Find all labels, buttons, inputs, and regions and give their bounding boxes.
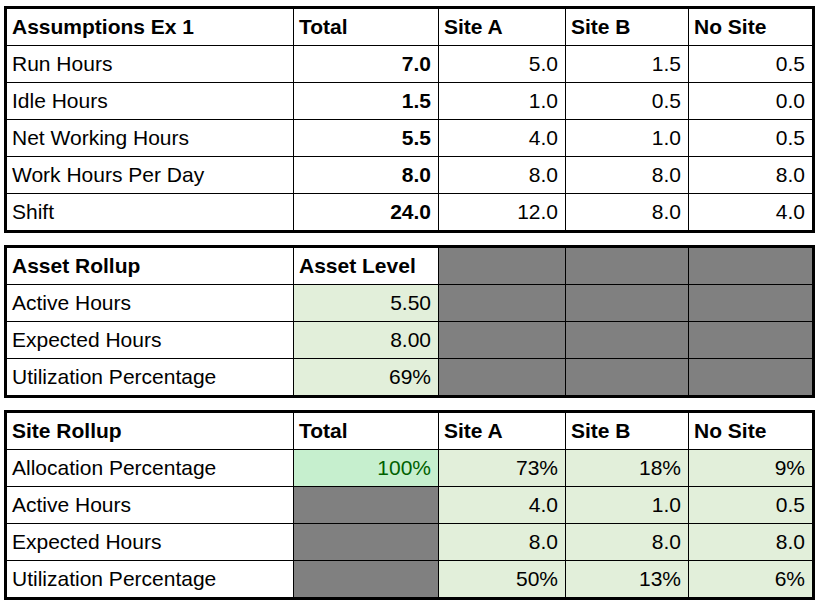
blocked-gray-cell[interactable] <box>439 322 566 359</box>
allocation-percentage-no-site-cell[interactable]: 9% <box>689 450 814 487</box>
blocked-gray-cell[interactable] <box>294 561 439 599</box>
assumptions-header-row: Assumptions Ex 1 Total Site A Site B No … <box>6 8 814 46</box>
work-hours-per-day-no-site-cell[interactable]: 8.0 <box>689 157 814 194</box>
work-hours-per-day-site-a-cell[interactable]: 8.0 <box>439 157 566 194</box>
site-utilization-no-site-cell[interactable]: 6% <box>689 561 814 599</box>
asset-utilization-value-cell[interactable]: 69% <box>294 359 439 397</box>
blocked-gray-cell[interactable] <box>439 247 566 285</box>
asset-expected-hours-row: Expected Hours 8.00 <box>6 322 814 359</box>
site-expected-hours-label-cell[interactable]: Expected Hours <box>6 524 294 561</box>
work-hours-per-day-label-cell[interactable]: Work Hours Per Day <box>6 157 294 194</box>
blocked-gray-cell[interactable] <box>689 285 814 322</box>
site-expected-hours-site-a-cell[interactable]: 8.0 <box>439 524 566 561</box>
blocked-gray-cell[interactable] <box>439 285 566 322</box>
site-active-hours-site-a-cell[interactable]: 4.0 <box>439 487 566 524</box>
site-expected-hours-row: Expected Hours 8.0 8.0 8.0 <box>6 524 814 561</box>
asset-active-hours-value-cell[interactable]: 5.50 <box>294 285 439 322</box>
site-rollup-header-site-a[interactable]: Site A <box>439 412 566 450</box>
assumptions-header-no-site[interactable]: No Site <box>689 8 814 46</box>
blocked-gray-cell[interactable] <box>566 285 689 322</box>
run-hours-total-cell[interactable]: 7.0 <box>294 46 439 83</box>
asset-rollup-table: Asset Rollup Asset Level Active Hours 5.… <box>4 245 815 398</box>
assumptions-header-total[interactable]: Total <box>294 8 439 46</box>
asset-utilization-row: Utilization Percentage 69% <box>6 359 814 397</box>
spreadsheet-area: Assumptions Ex 1 Total Site A Site B No … <box>0 0 812 600</box>
allocation-percentage-site-a-cell[interactable]: 73% <box>439 450 566 487</box>
idle-hours-total-cell[interactable]: 1.5 <box>294 83 439 120</box>
shift-site-a-cell[interactable]: 12.0 <box>439 194 566 232</box>
site-utilization-row: Utilization Percentage 50% 13% 6% <box>6 561 814 599</box>
blocked-gray-cell[interactable] <box>689 247 814 285</box>
site-utilization-label-cell[interactable]: Utilization Percentage <box>6 561 294 599</box>
work-hours-per-day-total-cell[interactable]: 8.0 <box>294 157 439 194</box>
blocked-gray-cell[interactable] <box>689 322 814 359</box>
work-hours-per-day-site-b-cell[interactable]: 8.0 <box>566 157 689 194</box>
blocked-gray-cell[interactable] <box>689 359 814 397</box>
blocked-gray-cell[interactable] <box>566 247 689 285</box>
asset-active-hours-row: Active Hours 5.50 <box>6 285 814 322</box>
shift-label-cell[interactable]: Shift <box>6 194 294 232</box>
assumptions-table: Assumptions Ex 1 Total Site A Site B No … <box>4 6 815 233</box>
work-hours-per-day-row: Work Hours Per Day 8.0 8.0 8.0 8.0 <box>6 157 814 194</box>
site-expected-hours-no-site-cell[interactable]: 8.0 <box>689 524 814 561</box>
run-hours-label-cell[interactable]: Run Hours <box>6 46 294 83</box>
asset-rollup-title-cell[interactable]: Asset Rollup <box>6 247 294 285</box>
net-working-hours-total-cell[interactable]: 5.5 <box>294 120 439 157</box>
idle-hours-no-site-cell[interactable]: 0.0 <box>689 83 814 120</box>
site-expected-hours-site-b-cell[interactable]: 8.0 <box>566 524 689 561</box>
idle-hours-site-b-cell[interactable]: 0.5 <box>566 83 689 120</box>
site-rollup-header-total[interactable]: Total <box>294 412 439 450</box>
run-hours-site-b-cell[interactable]: 1.5 <box>566 46 689 83</box>
shift-row: Shift 24.0 12.0 8.0 4.0 <box>6 194 814 232</box>
blocked-gray-cell[interactable] <box>294 524 439 561</box>
blocked-gray-cell[interactable] <box>294 487 439 524</box>
blocked-gray-cell[interactable] <box>566 322 689 359</box>
site-rollup-header-no-site[interactable]: No Site <box>689 412 814 450</box>
net-working-hours-row: Net Working Hours 5.5 4.0 1.0 0.5 <box>6 120 814 157</box>
site-active-hours-label-cell[interactable]: Active Hours <box>6 487 294 524</box>
site-active-hours-no-site-cell[interactable]: 0.5 <box>689 487 814 524</box>
asset-rollup-header-row: Asset Rollup Asset Level <box>6 247 814 285</box>
idle-hours-site-a-cell[interactable]: 1.0 <box>439 83 566 120</box>
allocation-percentage-label-cell[interactable]: Allocation Percentage <box>6 450 294 487</box>
allocation-percentage-total-cell[interactable]: 100% <box>294 450 439 487</box>
assumptions-title-cell[interactable]: Assumptions Ex 1 <box>6 8 294 46</box>
run-hours-row: Run Hours 7.0 5.0 1.5 0.5 <box>6 46 814 83</box>
shift-no-site-cell[interactable]: 4.0 <box>689 194 814 232</box>
blocked-gray-cell[interactable] <box>439 359 566 397</box>
site-active-hours-row: Active Hours 4.0 1.0 0.5 <box>6 487 814 524</box>
assumptions-header-site-b[interactable]: Site B <box>566 8 689 46</box>
site-active-hours-site-b-cell[interactable]: 1.0 <box>566 487 689 524</box>
site-utilization-site-b-cell[interactable]: 13% <box>566 561 689 599</box>
blocked-gray-cell[interactable] <box>566 359 689 397</box>
site-rollup-header-site-b[interactable]: Site B <box>566 412 689 450</box>
site-utilization-site-a-cell[interactable]: 50% <box>439 561 566 599</box>
idle-hours-row: Idle Hours 1.5 1.0 0.5 0.0 <box>6 83 814 120</box>
run-hours-no-site-cell[interactable]: 0.5 <box>689 46 814 83</box>
asset-rollup-header-asset-level[interactable]: Asset Level <box>294 247 439 285</box>
asset-utilization-label-cell[interactable]: Utilization Percentage <box>6 359 294 397</box>
asset-expected-hours-value-cell[interactable]: 8.00 <box>294 322 439 359</box>
asset-expected-hours-label-cell[interactable]: Expected Hours <box>6 322 294 359</box>
assumptions-header-site-a[interactable]: Site A <box>439 8 566 46</box>
net-working-hours-label-cell[interactable]: Net Working Hours <box>6 120 294 157</box>
net-working-hours-site-a-cell[interactable]: 4.0 <box>439 120 566 157</box>
site-rollup-table: Site Rollup Total Site A Site B No Site … <box>4 410 815 600</box>
net-working-hours-no-site-cell[interactable]: 0.5 <box>689 120 814 157</box>
idle-hours-label-cell[interactable]: Idle Hours <box>6 83 294 120</box>
site-rollup-title-cell[interactable]: Site Rollup <box>6 412 294 450</box>
site-rollup-header-row: Site Rollup Total Site A Site B No Site <box>6 412 814 450</box>
net-working-hours-site-b-cell[interactable]: 1.0 <box>566 120 689 157</box>
shift-total-cell[interactable]: 24.0 <box>294 194 439 232</box>
shift-site-b-cell[interactable]: 8.0 <box>566 194 689 232</box>
allocation-percentage-site-b-cell[interactable]: 18% <box>566 450 689 487</box>
asset-active-hours-label-cell[interactable]: Active Hours <box>6 285 294 322</box>
run-hours-site-a-cell[interactable]: 5.0 <box>439 46 566 83</box>
allocation-percentage-row: Allocation Percentage 100% 73% 18% 9% <box>6 450 814 487</box>
